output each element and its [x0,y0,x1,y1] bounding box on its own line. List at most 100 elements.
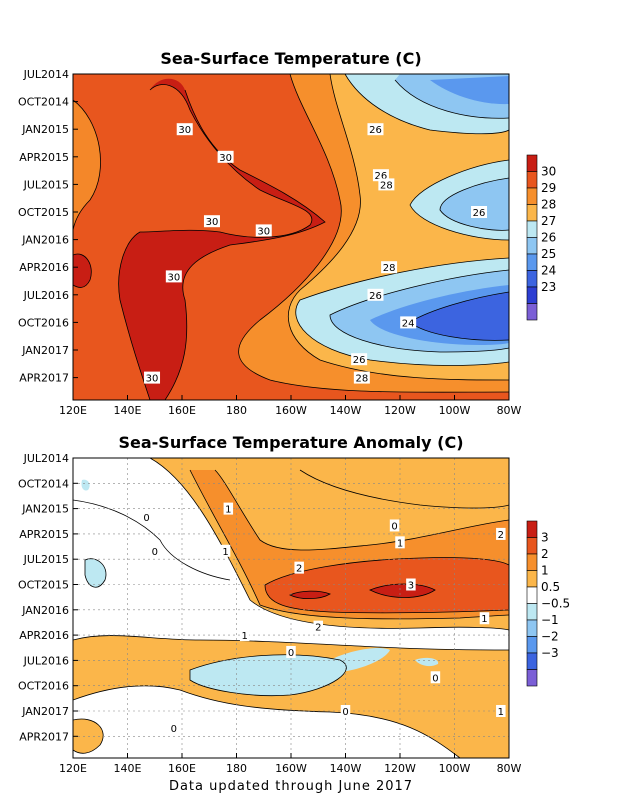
contour-label-bg [294,561,304,574]
contour-label-bg [150,544,160,557]
x-tick-label: 120W [384,762,416,775]
top-colorbar: 30 29 28 27 26 25 24 23 [526,154,556,321]
contour-label-bg [389,519,400,532]
colorbar-label: 26 [541,231,556,245]
y-tick-label: JAN2017 [21,705,69,718]
x-tick-label: 160W [275,404,307,417]
contour-label: 24 [402,318,415,329]
contour-label-bg [400,316,417,329]
contour-label: 26 [473,208,486,219]
colorbar-segment [526,253,538,271]
contour-label: 30 [178,125,191,136]
colorbar-segment [526,171,538,189]
colorbar-segment [526,570,538,588]
y-tick-label: JUL2016 [23,289,69,302]
contour-label: 30 [167,272,180,283]
footer-note: Data updated through June 2017 [169,779,413,794]
colorbar-segment [526,619,538,637]
contour-label: 2 [315,623,321,634]
colorbar-segment [526,270,538,288]
contour-label: 28 [355,374,368,385]
x-tick-label: 140W [330,762,362,775]
contour-label-bg [367,123,384,136]
contour-label-bg [496,705,506,717]
colorbar-label: 2 [541,547,549,561]
contour-label-bg [367,288,384,301]
x-tick-label: 140W [330,404,362,417]
y-tick-label: JUL2015 [23,178,69,191]
contour-label: 30 [257,226,270,237]
x-tick-label: 120E [59,762,87,775]
contour-label: 28 [380,180,393,191]
contour-label: 26 [369,291,382,302]
bottom-colorbar: 3 2 1 0.5 −0.5 −1 −2 −3 [526,520,570,687]
y-tick-label: APR2017 [19,372,69,385]
x-tick-label: 160E [168,404,196,417]
colorbar-label: 23 [541,280,556,294]
contour-label: 1 [397,538,403,549]
contour-label-bg [286,645,296,658]
x-tick-label: 120W [384,404,416,417]
colorbar-segment [526,603,538,621]
y-tick-label: OCT2014 [18,477,69,490]
top-y-ticks: JUL2014 OCT2014 JAN2015 APR2015 JUL2015 OCT20… [18,68,78,385]
colorbar-label: 24 [541,264,556,278]
contour-label-bg [165,270,182,283]
contour-label: 0 [152,547,158,558]
bottom-y-ticks: JUL2014 OCT2014 JAN2015 APR2015 JUL2015 OCT20… [18,452,78,743]
contour-label: 1 [481,614,487,625]
contour-label-bg [220,544,231,557]
top-chart-title: Sea-Surface Temperature (C) [160,49,421,68]
contour-label-bg [479,612,490,625]
bottom-x-ticks: 120E 140E 160E 180 160W 140W 120W 100W 80W [59,753,522,775]
contour-label: 30 [219,153,232,164]
colorbar-segment [526,553,538,571]
x-tick-label: 180 [226,762,247,775]
colorbar-segment [526,586,538,604]
contour-label-bg [141,511,152,524]
contour-label: 0 [342,707,348,718]
contour-label: 0 [143,513,149,524]
colorbar-segment [526,303,538,321]
contour-label: 0 [432,673,438,684]
x-tick-label: 100W [439,762,471,775]
bottom-gridlines [73,458,509,758]
y-tick-label: JAN2016 [21,234,69,247]
y-tick-label: JAN2017 [21,344,69,357]
y-tick-label: OCT2015 [18,579,69,592]
y-tick-label: APR2016 [19,261,69,274]
contour-label-bg [395,536,405,549]
y-tick-label: OCT2016 [18,680,69,693]
x-tick-label: 140E [114,404,142,417]
contour-label-bg [406,578,416,591]
x-tick-label: 100W [439,404,471,417]
contour-label: 3 [408,581,414,592]
contour-label-bg [496,527,506,540]
contour-label-bg [203,215,220,228]
contour-label-bg [340,705,351,717]
contour-label-bg [471,206,488,218]
contour-label: 1 [241,631,247,642]
contour-label-bg [223,502,234,515]
contour-label-bg [176,123,193,136]
x-tick-label: 80W [497,762,522,775]
contour-label: 2 [498,530,504,541]
colorbar-label: 25 [541,247,556,261]
y-tick-label: JUL2014 [23,452,69,465]
contour-label-bg [381,261,398,274]
colorbar-segment [526,652,538,670]
x-tick-label: 120E [59,404,87,417]
y-tick-label: APR2016 [19,629,69,642]
contour-label-bg [169,721,179,734]
y-tick-label: APR2015 [19,151,69,164]
contour-label-bg [372,169,389,182]
colorbar-label: −1 [541,613,559,627]
x-tick-label: 160W [275,762,307,775]
y-tick-label: JUL2014 [23,68,69,81]
colorbar-label: 27 [541,214,556,228]
contour-label-bg [378,178,395,191]
x-tick-label: 180 [226,404,247,417]
y-tick-label: JAN2015 [21,503,69,516]
